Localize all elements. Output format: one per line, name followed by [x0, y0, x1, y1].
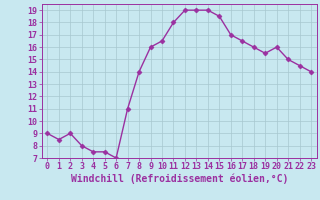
X-axis label: Windchill (Refroidissement éolien,°C): Windchill (Refroidissement éolien,°C)	[70, 174, 288, 184]
